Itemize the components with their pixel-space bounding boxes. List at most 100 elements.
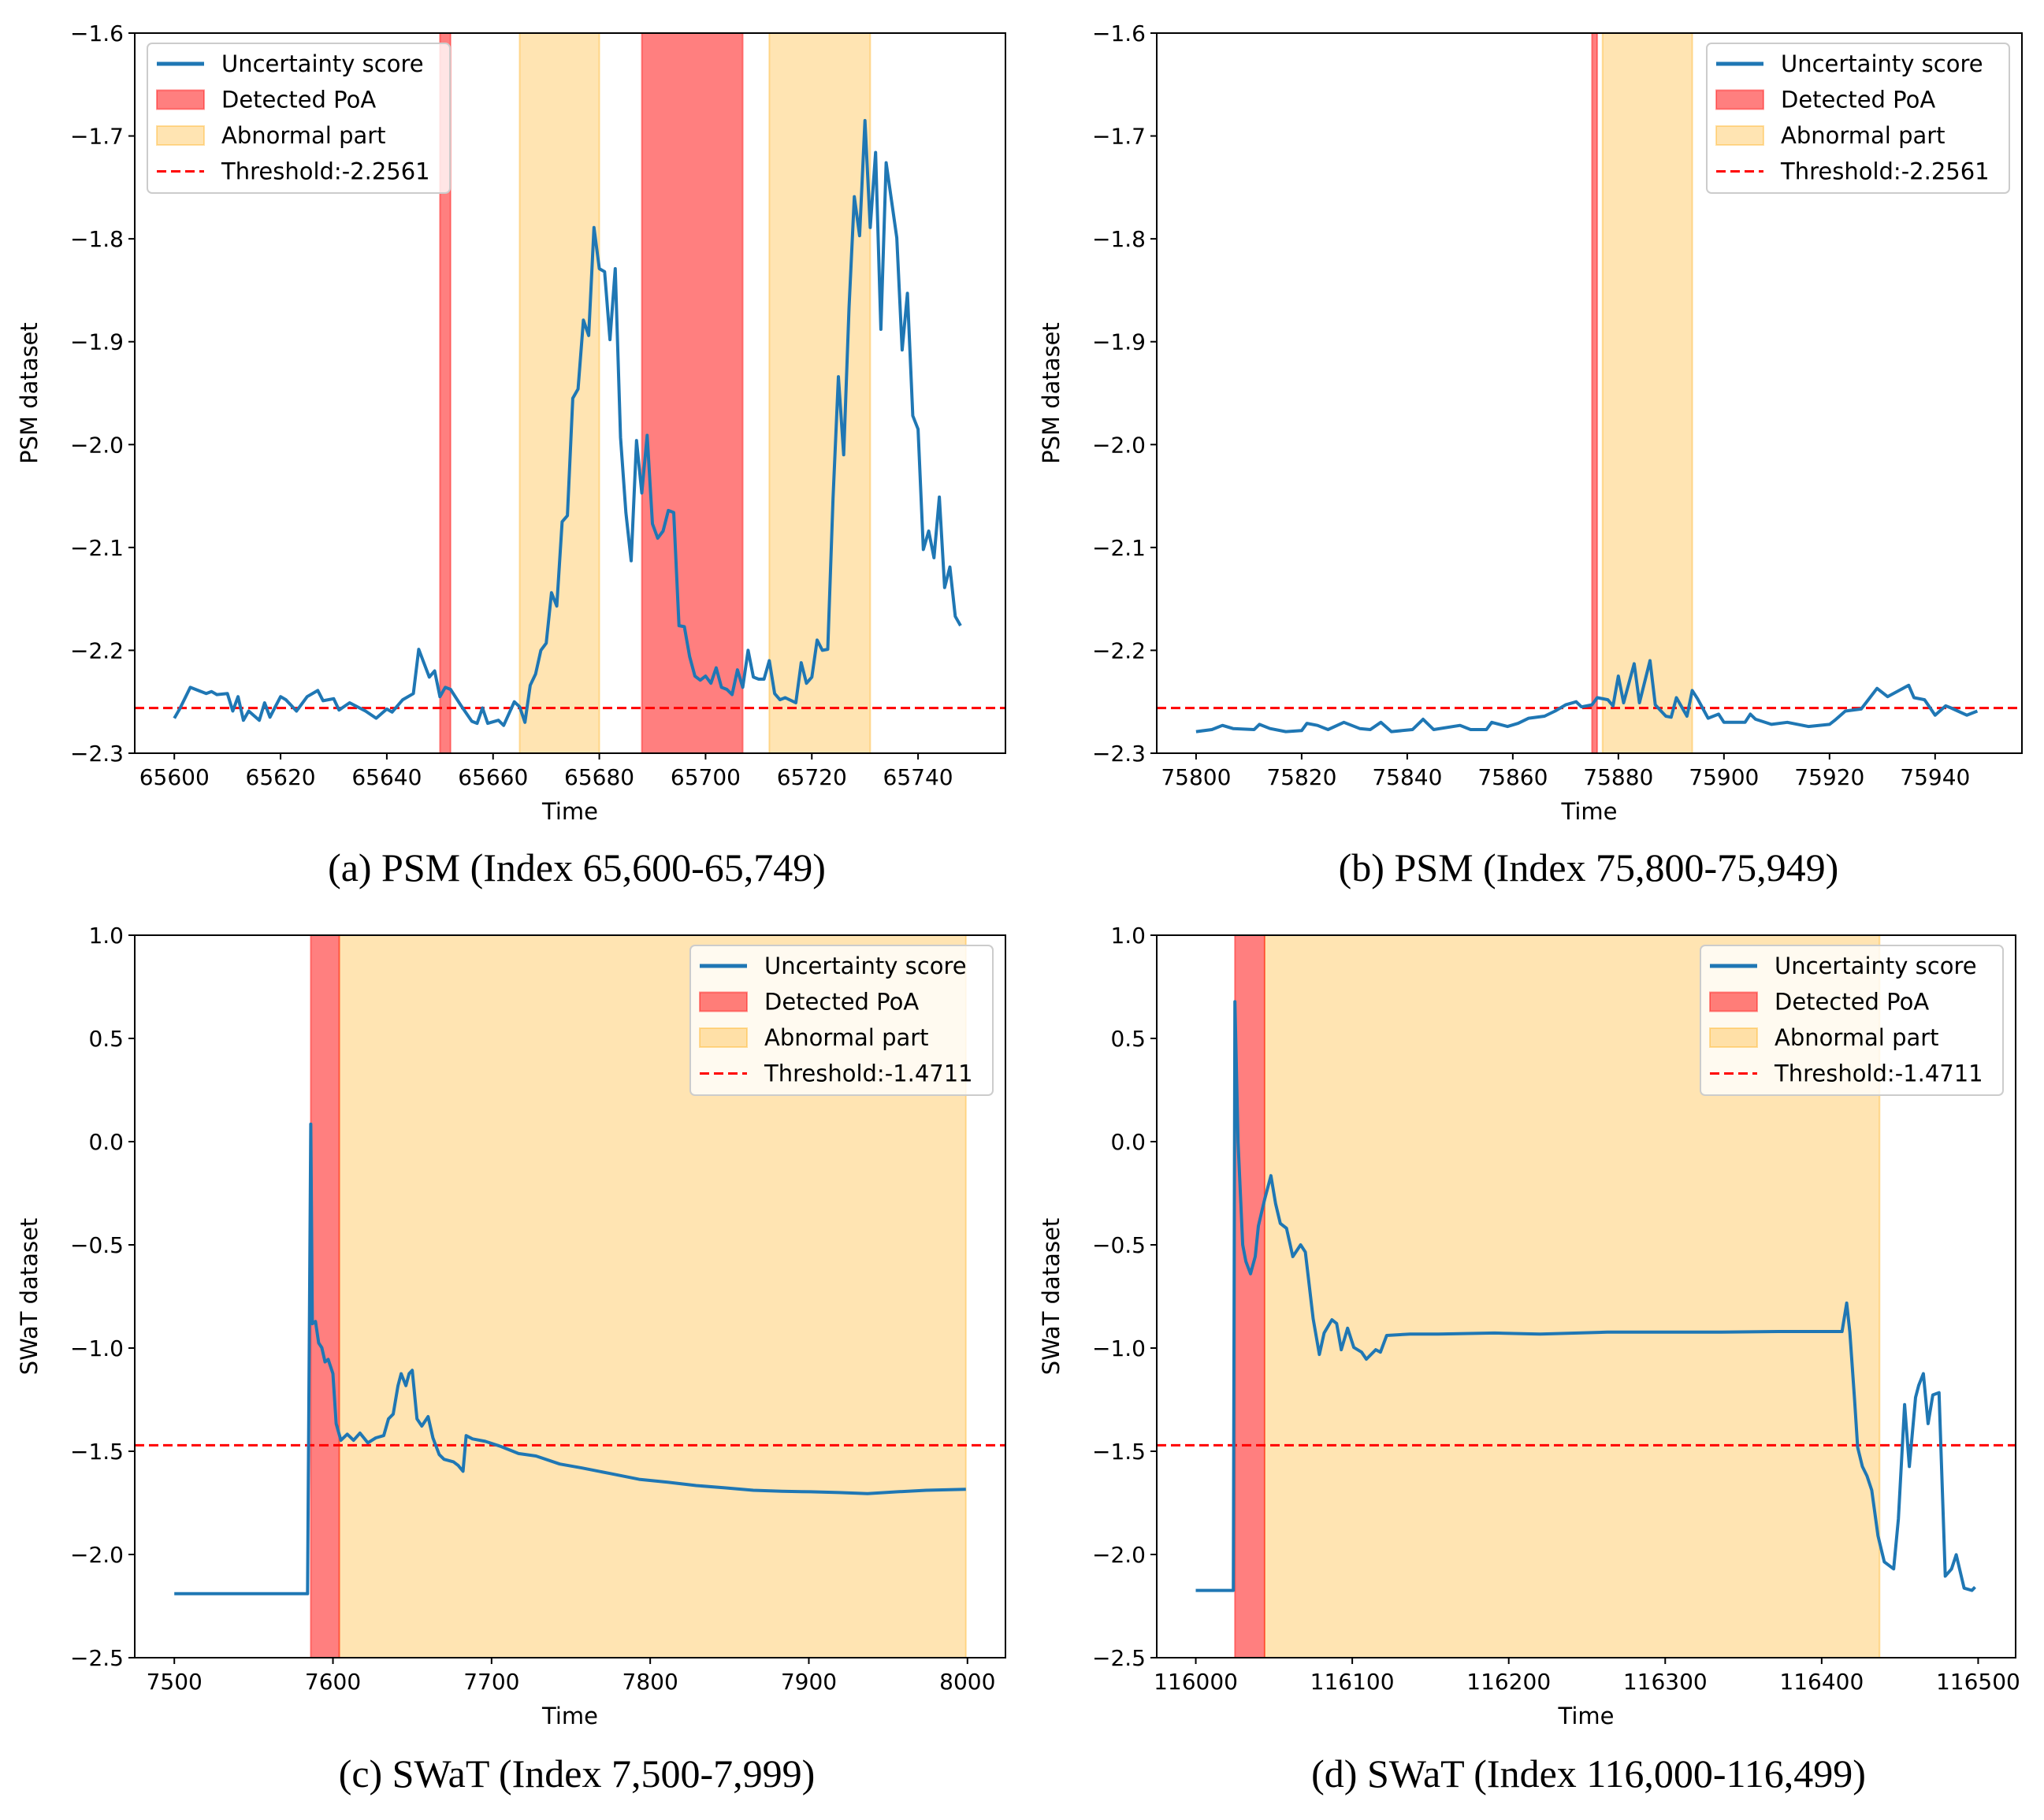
legend-label: Threshold:-1.4711 (764, 1060, 973, 1087)
y-tick-label: −2.3 (1092, 741, 1146, 767)
subfigure-caption: (a) PSM (Index 65,600-65,749) (328, 845, 826, 890)
legend: Uncertainty score Detected PoA Abnormal pa… (1706, 43, 2010, 194)
plot-frame (134, 32, 1006, 754)
x-tick-label: 116100 (1310, 1669, 1395, 1695)
legend-label: Abnormal part (1775, 1024, 1939, 1051)
x-tick-label: 75940 (1900, 764, 1970, 790)
x-tick-label: 8000 (939, 1669, 995, 1695)
legend-box (1700, 945, 2004, 1096)
legend-label: Uncertainty score (1781, 50, 1983, 77)
x-axis-label: Time (541, 1703, 598, 1729)
x-tick-label: 65700 (671, 764, 741, 790)
chart-panel-b: 75800 75820 75840 75860 75880 75900 75920 75940… (1038, 20, 2023, 890)
legend-label: Uncertainty score (1775, 953, 1977, 979)
chart-panel-a: 65600 65620 65640 65660 65680 65700 65720 65740… (16, 20, 1006, 890)
legend-label: Detected PoA (764, 989, 919, 1016)
y-tick-label: 0.0 (1110, 1129, 1146, 1155)
legend-box (689, 945, 994, 1096)
y-tick-label: −1.6 (1092, 20, 1146, 46)
x-tick-label: 65680 (564, 764, 634, 790)
y-tick-label: −2.1 (1092, 535, 1146, 561)
uncertainty-score-line (174, 1122, 966, 1595)
x-tick-label: 75820 (1266, 764, 1336, 790)
legend: Uncertainty score Detected PoA Abnormal pa… (689, 945, 994, 1096)
y-tick-label: 0.0 (88, 1129, 124, 1155)
y-axis-label: PSM dataset (16, 322, 43, 464)
x-tick-label: 7500 (147, 1669, 203, 1695)
y-tick-label: −1.9 (70, 329, 124, 355)
legend-patch-icon (156, 89, 205, 110)
x-tick-label: 75860 (1477, 764, 1548, 790)
legend-label: Uncertainty score (764, 953, 967, 979)
y-tick-label: −1.5 (70, 1439, 124, 1465)
y-axis-label: PSM dataset (1038, 322, 1065, 464)
x-tick-label: 116400 (1779, 1669, 1864, 1695)
x-tick-label: 65720 (777, 764, 847, 790)
y-tick-label: −1.8 (70, 226, 124, 252)
x-tick-label: 7700 (463, 1669, 519, 1695)
y-tick-label: 1.0 (88, 923, 124, 949)
chart-panel-c: 7500 7600 7700 7800 7900 8000 −2.5 −2.0 −1.5 −1.0… (16, 923, 1006, 1796)
legend-label: Threshold:-1.4711 (1774, 1060, 1983, 1087)
y-tick-label: −1.0 (1092, 1335, 1146, 1361)
legend-patch-icon (699, 1027, 748, 1048)
x-tick-label: 75800 (1161, 764, 1231, 790)
legend-label: Detected PoA (1781, 87, 1935, 113)
y-axis-label: SWaT dataset (16, 1218, 43, 1376)
y-tick-label: −0.5 (1092, 1232, 1146, 1258)
x-tick-label: 116300 (1623, 1669, 1708, 1695)
legend-label: Detected PoA (1775, 989, 1929, 1016)
y-tick-label: −1.0 (70, 1335, 124, 1361)
uncertainty-score-line (1195, 1000, 1976, 1592)
y-tick-label: −2.0 (1092, 1542, 1146, 1568)
legend-patch-icon (699, 991, 748, 1012)
legend-patch-icon (1715, 125, 1764, 146)
x-tick-label: 65620 (246, 764, 316, 790)
chart-panel-d: 116000 116100 116200 116300 116400 116500 −2.5… (1038, 923, 2020, 1796)
x-tick-label: 65640 (351, 764, 422, 790)
y-tick-label: −1.7 (70, 124, 124, 150)
y-tick-label: −2.5 (1092, 1645, 1146, 1671)
x-tick-label: 116000 (1154, 1669, 1238, 1695)
y-axis-label: SWaT dataset (1038, 1218, 1065, 1376)
legend-label: Abnormal part (1781, 122, 1946, 149)
legend-box (1706, 43, 2010, 194)
y-tick-label: −2.5 (70, 1645, 124, 1671)
plot-frame (134, 934, 1006, 1658)
legend-patch-icon (1709, 991, 1758, 1012)
x-tick-label: 75900 (1689, 764, 1759, 790)
x-axis-label: Time (1558, 1703, 1615, 1729)
x-tick-label: 116200 (1466, 1669, 1551, 1695)
detected-poa-span (1591, 32, 1599, 754)
y-tick-label: −2.0 (70, 432, 124, 458)
legend-label: Abnormal part (764, 1024, 929, 1051)
x-tick-label: 65600 (139, 764, 210, 790)
uncertainty-score-line (1195, 659, 1979, 734)
y-tick-label: −2.3 (70, 741, 124, 767)
x-tick-label: 7900 (781, 1669, 837, 1695)
legend-label: Threshold:-2.2561 (221, 158, 430, 185)
y-tick-label: −2.0 (1092, 432, 1146, 458)
abnormal-part-span (1601, 32, 1693, 754)
x-tick-label: 7800 (622, 1669, 678, 1695)
y-tick-label: −1.6 (70, 20, 124, 46)
x-tick-label: 75920 (1794, 764, 1864, 790)
legend-box (147, 43, 451, 194)
detected-poa-span (1234, 934, 1265, 1658)
y-tick-label: −1.5 (1092, 1439, 1146, 1465)
plot-frame (1156, 32, 2023, 754)
detected-poa-span (310, 934, 340, 1658)
y-tick-label: −2.0 (70, 1542, 124, 1568)
abnormal-part-span (768, 32, 871, 754)
y-tick-label: 0.5 (1110, 1026, 1146, 1052)
legend-patch-icon (1709, 1027, 1758, 1048)
uncertainty-score-line (173, 119, 962, 727)
detected-poa-span (641, 32, 744, 754)
legend-label: Uncertainty score (221, 50, 424, 77)
y-tick-label: −1.9 (1092, 329, 1146, 355)
subfigure-caption: (d) SWaT (Index 116,000-116,499) (1311, 1751, 1866, 1796)
subfigure-caption: (b) PSM (Index 75,800-75,949) (1339, 845, 1839, 890)
x-tick-label: 7600 (305, 1669, 361, 1695)
x-tick-label: 65660 (458, 764, 528, 790)
